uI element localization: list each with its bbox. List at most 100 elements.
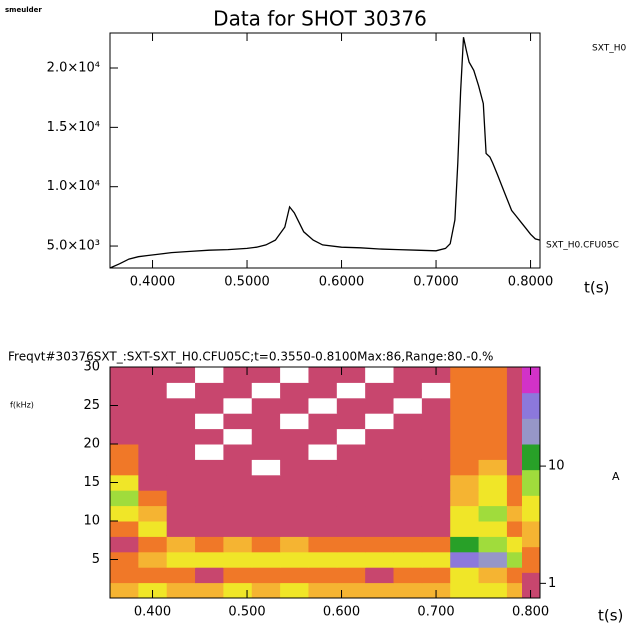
x-tick-label: 0.6000 xyxy=(319,275,365,290)
heatmap-cell xyxy=(308,397,338,414)
heatmap-cell xyxy=(110,444,139,460)
heatmap-cell xyxy=(478,582,508,599)
heatmap-cell xyxy=(280,505,309,522)
heatmap-cell xyxy=(308,505,338,522)
heatmap-cell xyxy=(478,444,508,460)
heatmap-cell xyxy=(138,428,168,445)
heatmap-cell xyxy=(223,413,253,430)
heatmap-cell xyxy=(223,367,253,383)
heatmap-cell xyxy=(138,413,168,430)
heatmap-cell xyxy=(308,428,338,445)
line xyxy=(109,37,541,269)
heatmap-cell xyxy=(138,567,168,584)
heatmap-cell xyxy=(280,567,309,584)
heatmap-cell xyxy=(393,397,423,414)
heatmap-cell xyxy=(195,428,224,445)
heatmap-cell xyxy=(365,367,395,383)
heatmap-cell xyxy=(280,397,309,414)
heatmap-cell xyxy=(251,367,281,383)
heatmap-cell xyxy=(195,536,224,553)
heatmap-cell xyxy=(336,521,366,537)
heatmap-cell xyxy=(308,521,338,537)
heatmap-cell xyxy=(336,536,366,553)
heatmap-cell xyxy=(308,490,338,507)
heatmap-cell xyxy=(251,521,281,537)
heatmap-cell xyxy=(251,382,281,399)
heatmap-cell xyxy=(450,551,480,568)
heatmap-cell xyxy=(478,474,508,491)
heatmap-cell xyxy=(393,582,423,599)
heatmap-cell xyxy=(166,490,196,507)
heatmap-cell xyxy=(308,567,338,584)
heatmap-cell xyxy=(365,567,395,584)
heatmap-cell xyxy=(308,459,338,476)
heatmap-cell xyxy=(251,397,281,414)
heatmap-cell xyxy=(166,397,196,414)
x-tick-label: 0.800 xyxy=(512,605,549,620)
heatmap-cell xyxy=(195,490,224,507)
colorbar-label: A xyxy=(612,470,620,483)
heatmap-cell xyxy=(421,444,451,460)
heatmap-cell xyxy=(450,397,480,414)
heatmap-cell xyxy=(195,505,224,522)
heatmap-cell xyxy=(251,551,281,568)
heatmap-cell xyxy=(393,382,423,399)
heatmap-cell xyxy=(110,551,139,568)
heatmap-cell xyxy=(110,413,139,430)
heatmap-cell xyxy=(195,567,224,584)
heatmap-cell xyxy=(195,413,224,430)
heatmap-cell xyxy=(336,397,366,414)
colorbar-segment xyxy=(522,572,540,599)
heatmap-cell xyxy=(450,459,480,476)
y-tick-label: 5 xyxy=(92,552,100,567)
heatmap-cell xyxy=(393,444,423,460)
y-axis-label: f(kHz) xyxy=(10,401,34,410)
heatmap-cell xyxy=(478,551,508,568)
heatmap-cell xyxy=(223,459,253,476)
heatmap-cell xyxy=(365,444,395,460)
x-axis-label: t(s) xyxy=(598,607,623,625)
heatmap-cell xyxy=(478,459,508,476)
colorbar-segment xyxy=(522,546,540,573)
heatmap-cell xyxy=(393,428,423,445)
heatmap-cell xyxy=(166,551,196,568)
heatmap-cell xyxy=(393,367,423,383)
heatmap-cell xyxy=(336,459,366,476)
heatmap-cell xyxy=(336,551,366,568)
heatmap-cell xyxy=(138,521,168,537)
heatmap-cell xyxy=(195,551,224,568)
heatmap-cell xyxy=(365,490,395,507)
heatmap-cell xyxy=(110,382,139,399)
heatmap-cell xyxy=(450,582,480,599)
heatmap-cell xyxy=(110,582,139,599)
heatmap-cell xyxy=(251,536,281,553)
heatmap-cell xyxy=(308,551,338,568)
heatmap-cell xyxy=(421,521,451,537)
heatmap-cell xyxy=(223,382,253,399)
heatmap-cell xyxy=(450,367,480,383)
heatmap-cell xyxy=(308,367,338,383)
heatmap-cell xyxy=(166,413,196,430)
heatmap-cell xyxy=(223,505,253,522)
heatmap-cell xyxy=(308,413,338,430)
heatmap-cell xyxy=(393,521,423,537)
heatmap-cell xyxy=(251,474,281,491)
y-tick-label: 1.5×10⁴ xyxy=(47,120,100,135)
heatmap-cell xyxy=(280,428,309,445)
author: smeulder xyxy=(5,6,42,14)
heatmap-cell xyxy=(336,413,366,430)
heatmap-cell xyxy=(478,536,508,553)
heatmap-cell xyxy=(421,551,451,568)
heatmap-cell xyxy=(308,444,338,460)
heatmap-cell xyxy=(308,536,338,553)
heatmap-cell xyxy=(280,459,309,476)
colorbar-segment xyxy=(522,521,540,548)
chart-title: Data for SHOT 30376 xyxy=(213,7,427,31)
heatmap-cell xyxy=(336,382,366,399)
x-tick-label: 0.7000 xyxy=(413,275,459,290)
heatmap-cell xyxy=(280,367,309,383)
heatmap-cell xyxy=(280,382,309,399)
heatmap-cell xyxy=(421,536,451,553)
x-tick-label: 0.4000 xyxy=(130,275,176,290)
heatmap-cell xyxy=(166,444,196,460)
